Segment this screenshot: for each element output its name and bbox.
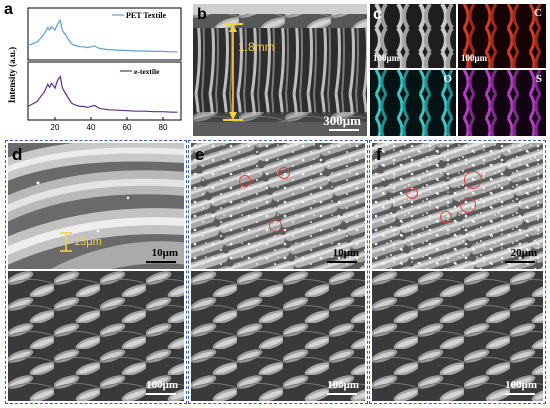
panel-f-bottom-scale-bar [505, 393, 535, 395]
fiber-diameter-label: 13μm [74, 236, 102, 248]
eds-map-o-element: O [443, 73, 452, 85]
particle-marker-6 [460, 197, 476, 213]
thickness-indicator [223, 23, 243, 121]
panel-d-top-scale: 10μm [151, 247, 178, 259]
panel-e-top-scale-bar [327, 261, 357, 263]
particle-marker-2 [278, 167, 290, 179]
panel-a-label: a [4, 1, 13, 18]
particle-marker-7 [440, 211, 452, 223]
panel-a: a Intensity (a.u.) PET Textile e-textile… [0, 0, 185, 138]
bottom-plot-frame [27, 61, 182, 121]
x-tick-label: 20 [51, 123, 60, 132]
panel-f-bottom-image: 100μm [372, 271, 543, 401]
panel-d-label: d [12, 145, 23, 164]
panel-e-label: e [195, 145, 205, 164]
thickness-label: 1.8mm [238, 40, 275, 54]
series-line-pet-textile [27, 18, 178, 53]
eds-map-s: S [458, 70, 546, 136]
panel-f-label: f [376, 145, 382, 164]
particle-marker-5 [464, 171, 482, 189]
panel-e-bottom-scale-bar [327, 393, 357, 395]
eds-map-c-element: C [534, 7, 542, 19]
legend-label-pet: PET Textile [126, 11, 167, 20]
panel-e-bottom-image: 100μm [191, 271, 365, 401]
panel-f-top-image: f 20μm [372, 143, 543, 269]
eds-map-sem-scale: 100μm [373, 53, 400, 63]
panel-b-scale-label: 300μm [323, 113, 361, 128]
panel-e-top-scale: 10μm [332, 247, 359, 259]
panel-e-bottom-scale: 100μm [327, 379, 359, 391]
panel-f-top-scale: 20μm [510, 247, 537, 259]
y-axis-label: Intensity (a.u.) [7, 47, 17, 103]
panel-b-label: b [197, 6, 207, 23]
panel-f-top-scale-bar [505, 261, 535, 263]
panel-d-bottom-scale: 100μm [146, 379, 178, 391]
panel-b-scale-bar [329, 129, 359, 131]
legend-label-etextile: e-textile [134, 67, 160, 76]
eds-map-c-scale: 100μm [461, 53, 488, 63]
panel-b: b 1.8mm 300μm [193, 4, 367, 136]
x-tick-label: 40 [87, 123, 96, 132]
eds-map-s-element: S [535, 73, 542, 85]
eds-map-o: O [370, 70, 456, 136]
panel-d-top-image: d 13μm 10μm [8, 143, 184, 269]
x-axis-ticks: 20 40 60 80 [51, 117, 168, 132]
panel-d-bottom-scale-bar [146, 393, 176, 395]
x-tick-label: 80 [159, 123, 168, 132]
x-tick-label: 60 [123, 123, 132, 132]
panel-e-top-image: e 10μm [191, 143, 365, 269]
eds-map-c: C 100μm [458, 4, 546, 68]
panel-c-label: c [373, 6, 382, 23]
eds-map-sem: 100μm [370, 4, 456, 68]
panel-e-frame [188, 140, 368, 404]
top-plot-frame [27, 7, 182, 61]
panel-d-frame [5, 140, 187, 404]
panel-f-bottom-scale: 100μm [505, 379, 537, 391]
series-line-e-textile [27, 75, 178, 113]
particle-marker-3 [269, 219, 282, 232]
xrd-chart: Intensity (a.u.) PET Textile e-textile 2… [7, 7, 182, 132]
particle-marker-1 [239, 175, 251, 187]
particle-marker-4 [406, 187, 418, 199]
cross-section-image [193, 4, 367, 136]
panel-f-frame [369, 140, 546, 404]
panel-c: 100μm C 100μm O S c [370, 4, 546, 136]
panel-d-bottom-image: 100μm [8, 271, 184, 401]
panel-d-top-scale-bar [146, 261, 176, 263]
